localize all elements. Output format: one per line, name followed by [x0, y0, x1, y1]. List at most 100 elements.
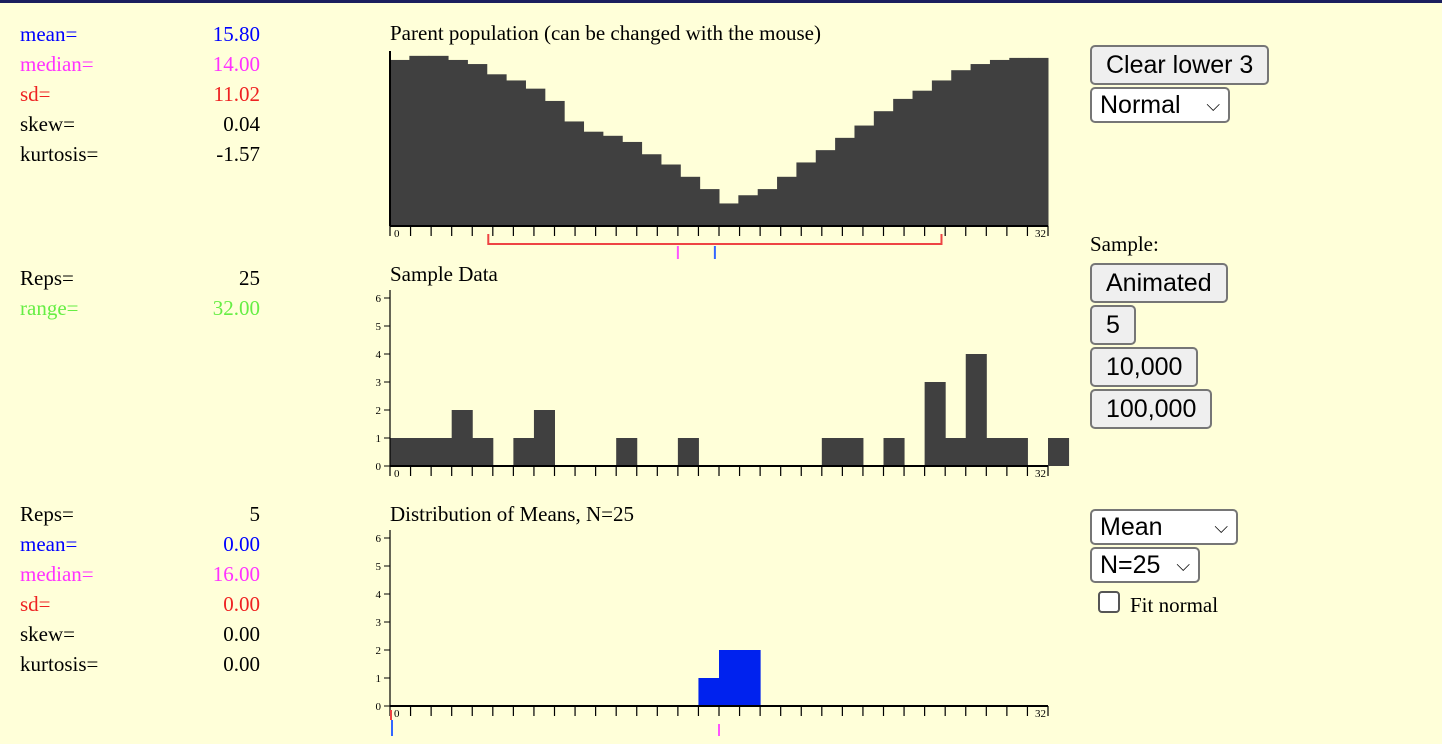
fit-normal-checkbox[interactable] [1098, 591, 1120, 613]
means-stat-value: 5 [249, 502, 261, 526]
population-stat-value: 11.02 [213, 82, 260, 106]
sample-bar [945, 438, 967, 466]
chevron-down-icon: ⌵ [1176, 555, 1190, 575]
x-tick-label: 32 [1035, 228, 1046, 240]
sample-data-chart: 0 1 2 3 4 5 6 0 32 [376, 290, 1070, 480]
means-stat-value: 0.00 [223, 592, 260, 616]
sample-100000-button[interactable]: 100,000 [1090, 389, 1213, 429]
sample-stat-value: 32.00 [212, 296, 260, 320]
means-distribution-title: Distribution of Means, N=25 [390, 502, 634, 526]
population-bar [390, 59, 410, 227]
animated-sample-button[interactable]: Animated [1090, 263, 1228, 303]
population-bar [931, 80, 952, 226]
means-stat-value: 0.00 [223, 622, 260, 646]
population-stat-label: sd= [20, 82, 51, 106]
sample-bar [410, 438, 432, 466]
x-tick-label: 0 [394, 708, 400, 720]
population-bar [951, 70, 972, 226]
population-stat-label: skew= [20, 112, 76, 136]
y-tick-label: 6 [376, 533, 382, 545]
population-bar [428, 55, 449, 226]
parent-population-title: Parent population (can be changed with t… [390, 21, 821, 45]
sample-bar [431, 438, 453, 466]
y-tick-label: 1 [376, 433, 382, 445]
y-tick-label: 3 [376, 377, 382, 389]
y-tick-label: 5 [376, 321, 382, 333]
population-bar [835, 137, 855, 226]
distribution-select-value: Normal [1100, 91, 1181, 119]
population-bar [544, 100, 565, 226]
population-bar [680, 176, 701, 226]
means-stat-label: mean= [20, 532, 78, 556]
n-select-value: N=25 [1100, 551, 1161, 579]
population-bar [506, 80, 526, 226]
population-bar [912, 90, 933, 226]
parent-population-chart[interactable]: 0 32 [370, 40, 1070, 270]
y-tick-label: 6 [376, 293, 382, 305]
statistic-select-value: Mean [1100, 513, 1163, 541]
population-bar [409, 55, 430, 226]
y-tick-label: 4 [376, 589, 382, 601]
x-tick-label: 32 [1035, 468, 1046, 480]
means-stats: Reps= 5 mean= 0.00 median= 16.00 sd= 0.00 skew= 0… [20, 499, 260, 679]
y-tick-label: 0 [376, 701, 382, 713]
population-stats: mean= 15.80 median= 14.00 sd= 11.02 skew= 0.04 k… [20, 19, 260, 169]
population-bar [641, 154, 662, 226]
y-tick-label: 3 [376, 617, 382, 629]
sample-label: Sample: [1090, 232, 1159, 256]
population-bar [622, 141, 643, 226]
population-bar [970, 64, 991, 226]
sample-bar [677, 438, 699, 466]
population-bar [564, 121, 585, 226]
y-tick-label: 4 [376, 349, 382, 361]
means-stat-value: 16.00 [212, 562, 260, 586]
population-bar [1028, 57, 1049, 227]
population-bar [854, 125, 875, 226]
means-bar [698, 678, 720, 706]
means-stat-row: skew= 0.00 [20, 619, 260, 649]
clear-lower-3-button[interactable]: Clear lower 3 [1090, 45, 1270, 85]
population-stat-label: median= [20, 52, 94, 76]
chevron-down-icon: ⌵ [1206, 95, 1220, 115]
population-bar [699, 189, 720, 226]
population-stat-value: 0.04 [223, 112, 260, 136]
means-stat-row: kurtosis= 0.00 [20, 649, 260, 679]
means-stat-value: 0.00 [223, 532, 260, 556]
sample-stat-row: Reps= 25 [20, 263, 260, 293]
population-stat-row: kurtosis= -1.57 [20, 139, 260, 169]
fit-normal-label: Fit normal [1130, 593, 1219, 617]
means-distribution-chart: 0 1 2 3 4 5 6 0 32 [376, 530, 1049, 736]
population-stat-value: 14.00 [212, 52, 260, 76]
means-stat-value: 0.00 [223, 652, 260, 676]
y-tick-label: 2 [376, 405, 382, 417]
population-bar [815, 150, 836, 226]
means-stat-row: sd= 0.00 [20, 589, 260, 619]
sample-bar [965, 354, 987, 466]
x-tick-label: 0 [394, 468, 400, 480]
means-stat-label: kurtosis= [20, 652, 99, 676]
sample-stat-label: Reps= [20, 266, 74, 290]
population-bar [989, 59, 1010, 227]
sample-bar [842, 438, 864, 466]
sample-10000-button[interactable]: 10,000 [1090, 347, 1199, 387]
sample-bar [451, 410, 473, 466]
statistic-select[interactable]: Mean ⌵ [1090, 509, 1238, 545]
sample-stat-label: range= [20, 296, 79, 320]
n-select[interactable]: N=25 ⌵ [1090, 547, 1200, 583]
population-bar [448, 59, 468, 227]
y-tick-label: 0 [376, 461, 382, 473]
population-bar [583, 131, 604, 226]
sample-5-button[interactable]: 5 [1090, 305, 1136, 345]
population-bar [602, 135, 623, 226]
means-stat-row: Reps= 5 [20, 499, 260, 529]
sample-bar [883, 438, 905, 466]
population-stat-label: kurtosis= [20, 142, 99, 166]
means-bar [719, 650, 741, 706]
y-tick-label: 2 [376, 645, 382, 657]
distribution-select[interactable]: Normal ⌵ [1090, 87, 1230, 123]
y-tick-label: 5 [376, 561, 382, 573]
x-tick-label: 32 [1035, 708, 1046, 720]
x-tick-label: 0 [394, 228, 400, 240]
population-bar [796, 162, 817, 226]
population-stat-row: median= 14.00 [20, 49, 260, 79]
